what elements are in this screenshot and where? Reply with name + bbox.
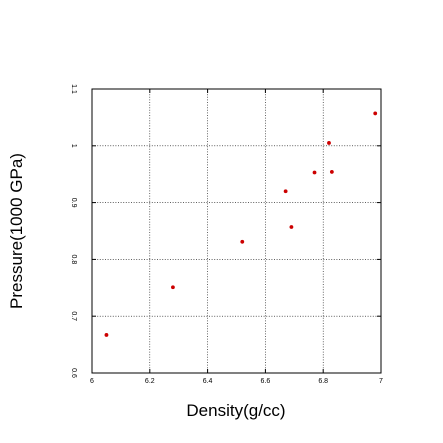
data-point	[171, 285, 175, 290]
grid-lines	[92, 89, 381, 373]
data-point	[329, 170, 334, 174]
data-point	[240, 239, 245, 244]
data-point	[373, 111, 378, 116]
y-tick-label: 0.6	[70, 368, 77, 378]
y-tick-label: 0.8	[70, 255, 77, 265]
data-point	[327, 141, 331, 145]
x-tick-label: 7	[379, 378, 383, 385]
y-tick-label: 0.9	[70, 198, 77, 208]
x-tick-label: 6.2	[145, 378, 155, 385]
data-points	[104, 111, 378, 337]
y-tick-label: 0.7	[70, 311, 77, 321]
axis-ticks	[91, 88, 382, 374]
x-tick-label: 6.4	[203, 378, 213, 385]
plot-frame	[91, 88, 382, 374]
y-tick-label: 1	[70, 144, 77, 148]
y-tick-labels: 0.6 0.7 0.8 0.9 1 1.1	[70, 84, 77, 378]
data-point	[283, 189, 288, 194]
x-tick-label: 6.6	[261, 378, 271, 385]
y-axis-title: Pressure(1000 GPa)	[7, 153, 26, 309]
x-axis-title: Density(g/cc)	[186, 401, 285, 420]
x-tick-label: 6	[90, 378, 94, 385]
x-tick-label: 6.8	[318, 378, 328, 385]
data-point	[289, 225, 294, 229]
x-tick-labels: 6 6.2 6.4 6.6 6.8 7	[90, 378, 383, 385]
data-point	[312, 170, 317, 175]
y-tick-label: 1.1	[70, 84, 77, 94]
data-point	[104, 333, 109, 337]
